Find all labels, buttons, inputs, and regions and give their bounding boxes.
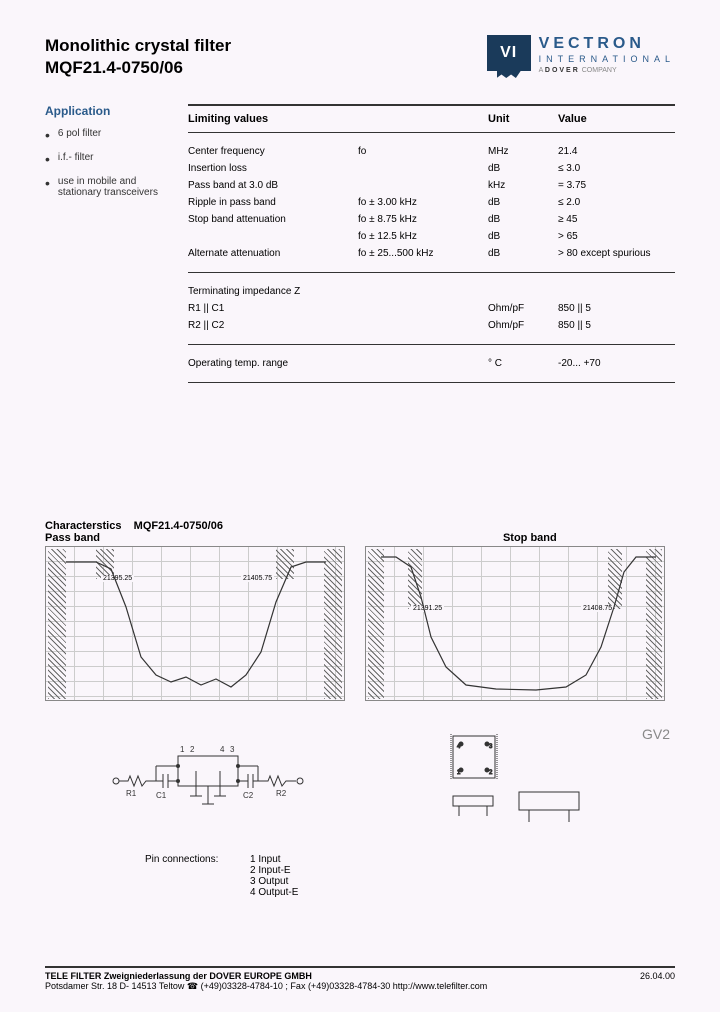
cell: Center frequency xyxy=(188,143,358,160)
cell: fo ± 12.5 kHz xyxy=(358,228,488,245)
table-rule xyxy=(188,382,675,383)
label-c2: C2 xyxy=(243,791,254,800)
cell: fo xyxy=(358,143,488,160)
svg-text:3: 3 xyxy=(489,744,493,750)
cell: Terminating impedance Z xyxy=(188,283,358,300)
app-item: i.f.- filter xyxy=(45,152,160,166)
stopband-chart: 21391.25 21408.75 xyxy=(365,546,665,701)
cell xyxy=(358,355,488,372)
cell xyxy=(358,283,488,300)
table-rule xyxy=(188,132,675,133)
cell: dB xyxy=(488,194,558,211)
application-sidebar: Application 6 pol filter i.f.- filter us… xyxy=(45,104,160,393)
application-list: 6 pol filter i.f.- filter use in mobile … xyxy=(45,128,160,198)
cell: ≤ 2.0 xyxy=(558,194,675,211)
stopband-label: Stop band xyxy=(503,520,557,544)
label-pin3: 3 xyxy=(230,745,235,754)
app-item: 6 pol filter xyxy=(45,128,160,142)
cell: fo ± 8.75 kHz xyxy=(358,211,488,228)
cell: fo ± 25...500 kHz xyxy=(358,245,488,262)
characteristics-section: Characterstics MQF21.4-0750/06 Pass band… xyxy=(0,520,720,898)
header: Monolithic crystal filter MQF21.4-0750/0… xyxy=(45,35,675,79)
logo-subtitle: INTERNATIONAL xyxy=(539,54,675,64)
cell: Stop band attenuation xyxy=(188,211,358,228)
cell: Ohm/pF xyxy=(488,317,558,334)
application-title: Application xyxy=(45,104,160,118)
table-rule xyxy=(188,104,675,106)
cell: Operating temp. range xyxy=(188,355,358,372)
cell: 850 || 5 xyxy=(558,300,675,317)
cell xyxy=(358,300,488,317)
title-line1: Monolithic crystal filter xyxy=(45,35,231,57)
th-value: Value xyxy=(558,113,675,125)
cell: > 65 xyxy=(558,228,675,245)
cell: dB xyxy=(488,228,558,245)
cell: dB xyxy=(488,245,558,262)
th-unit: Unit xyxy=(488,113,558,125)
th-limiting: Limiting values xyxy=(188,113,358,125)
cell: > 80 except spurious xyxy=(558,245,675,262)
package-diagram: 43 12 xyxy=(433,726,613,846)
cell: Pass band at 3.0 dB xyxy=(188,177,358,194)
circuit-diagram: R1 C1 C2 R2 1 2 4 3 xyxy=(108,726,308,826)
app-item: use in mobile and stationary transceiver… xyxy=(45,176,160,198)
cell: Insertion loss xyxy=(188,160,358,177)
cell: MHz xyxy=(488,143,558,160)
label-r1: R1 xyxy=(126,789,137,798)
cell: Ripple in pass band xyxy=(188,194,358,211)
label-pin1: 1 xyxy=(180,745,185,754)
cell: dB xyxy=(488,160,558,177)
label-c1: C1 xyxy=(156,791,167,800)
cell: = 3.75 xyxy=(558,177,675,194)
footer-date: 26.04.00 xyxy=(640,971,675,981)
footer-address: Potsdamer Str. 18 D- 14513 Teltow ☎ (+49… xyxy=(45,981,675,992)
cell: ≤ 3.0 xyxy=(558,160,675,177)
label-pin2: 2 xyxy=(190,745,195,754)
cell xyxy=(358,317,488,334)
vectron-logo: VI VECTRON INTERNATIONAL A DOVER COMPANY xyxy=(487,35,675,74)
cell: R1 || C1 xyxy=(188,300,358,317)
title-block: Monolithic crystal filter MQF21.4-0750/0… xyxy=(45,35,231,79)
cell xyxy=(558,283,675,300)
cell xyxy=(188,228,358,245)
pin-connections: Pin connections:1 Input 2 Input-E 3 Outp… xyxy=(145,854,675,898)
cell xyxy=(488,283,558,300)
cell: Ohm/pF xyxy=(488,300,558,317)
svg-text:2: 2 xyxy=(489,770,493,776)
table-rule xyxy=(188,344,675,345)
stopband-curve xyxy=(366,547,666,702)
passband-chart: 21395.25 21405.75 xyxy=(45,546,345,701)
th-cond xyxy=(358,113,488,125)
title-line2: MQF21.4-0750/06 xyxy=(45,57,231,79)
spec-table: Limiting values Unit Value Center freque… xyxy=(188,104,675,393)
footer: TELE FILTER Zweigniederlassung der DOVER… xyxy=(45,966,675,992)
cell: ° C xyxy=(488,355,558,372)
cell: dB xyxy=(488,211,558,228)
cell: 850 || 5 xyxy=(558,317,675,334)
package-code: GV2 xyxy=(642,726,670,742)
cell xyxy=(358,160,488,177)
cell: -20... +70 xyxy=(558,355,675,372)
cell xyxy=(358,177,488,194)
cell: fo ± 3.00 kHz xyxy=(358,194,488,211)
logo-tagline: A DOVER COMPANY xyxy=(539,67,675,74)
cell: 21.4 xyxy=(558,143,675,160)
table-rule xyxy=(188,272,675,273)
logo-mark-icon: VI xyxy=(487,35,531,71)
label-pin4: 4 xyxy=(220,745,225,754)
cell: ≥ 45 xyxy=(558,211,675,228)
cell: Alternate attenuation xyxy=(188,245,358,262)
passband-curve xyxy=(46,547,346,702)
logo-name: VECTRON xyxy=(539,35,675,53)
cell: kHz xyxy=(488,177,558,194)
charts-heading: Characterstics MQF21.4-0750/06 Pass band xyxy=(45,520,223,544)
label-r2: R2 xyxy=(276,789,287,798)
footer-company: TELE FILTER Zweigniederlassung der DOVER… xyxy=(45,971,312,981)
cell: R2 || C2 xyxy=(188,317,358,334)
